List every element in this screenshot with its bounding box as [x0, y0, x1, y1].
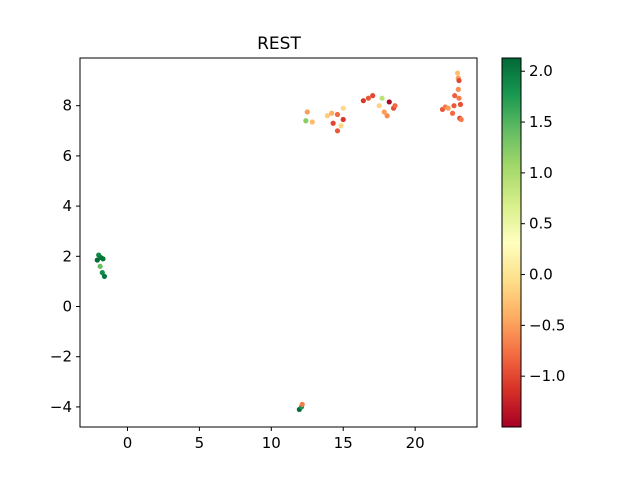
colorbar-ticks: −1.0 −0.5 0.0 0.5 1.0 1.5 2.0	[521, 62, 565, 385]
x-tick-label: 0	[123, 434, 133, 452]
scatter-point	[365, 95, 372, 101]
scatter-point	[458, 116, 464, 123]
scatter-point	[329, 110, 335, 116]
scatter-point	[94, 257, 100, 263]
colorbar-tick-label: 1.0	[529, 164, 553, 182]
colorbar-tick-label: 1.5	[529, 113, 553, 131]
scatter-point	[334, 111, 341, 118]
x-tick-label: 5	[195, 434, 205, 452]
y-tick-label: 2	[62, 247, 72, 265]
scatter-point	[309, 119, 315, 125]
x-axis: 0 5 10 15 20	[123, 427, 425, 452]
scatter-point	[360, 98, 366, 104]
scatter-point	[99, 270, 105, 276]
scatter-point	[386, 99, 392, 105]
scatter-point	[338, 123, 344, 129]
scatter-point	[454, 70, 461, 76]
scatter-point	[392, 103, 398, 109]
x-tick-label: 15	[334, 434, 353, 452]
scatter-point	[334, 128, 341, 134]
scatter-point	[456, 95, 462, 101]
colorbar-tick-label: 0.0	[529, 266, 553, 284]
x-tick-label: 20	[406, 434, 425, 452]
scatter-point	[457, 101, 464, 108]
scatter-point	[100, 256, 106, 262]
y-tick-label: 6	[62, 147, 72, 165]
scatter-point	[455, 86, 461, 92]
scatter-point	[340, 105, 346, 111]
y-axis: −4 −2 0 2 4 6 8	[50, 97, 80, 416]
scatter-point	[330, 120, 336, 126]
scatter-point	[299, 401, 305, 408]
scatter-point	[304, 109, 310, 115]
scatter-point	[451, 103, 457, 109]
y-tick-label: −2	[50, 348, 72, 366]
scatter-point	[456, 77, 462, 84]
scatter-point	[445, 105, 451, 111]
y-tick-label: 4	[62, 197, 72, 215]
scatter-point	[324, 113, 331, 119]
scatter-point	[381, 109, 387, 115]
x-tick-label: 10	[262, 434, 281, 452]
scatter-point	[97, 263, 103, 269]
y-tick-label: −4	[50, 398, 72, 416]
scatter-point	[384, 113, 390, 119]
colorbar-tick-label: −1.0	[529, 367, 565, 385]
colorbar-tick-label: −0.5	[529, 316, 565, 334]
colorbar-tick-label: 2.0	[529, 62, 553, 80]
scatter-point	[379, 95, 385, 101]
scatter-point	[376, 103, 382, 109]
y-tick-label: 0	[62, 298, 72, 316]
scatter-point	[303, 118, 309, 124]
scatter-point	[340, 116, 346, 123]
colorbar: −1.0 −0.5 0.0 0.5 1.0 1.5 2.0	[501, 57, 565, 428]
scatter-point	[370, 93, 376, 99]
axes-frame	[79, 57, 478, 428]
plot-area	[79, 57, 478, 428]
chart-title: REST	[257, 34, 301, 54]
scatter-point	[452, 93, 458, 99]
scatter-point	[449, 110, 456, 116]
colorbar-tick-label: 0.5	[529, 215, 553, 233]
colorbar-gradient	[501, 57, 522, 428]
scatter-point	[101, 273, 108, 279]
y-tick-label: 8	[62, 97, 72, 115]
